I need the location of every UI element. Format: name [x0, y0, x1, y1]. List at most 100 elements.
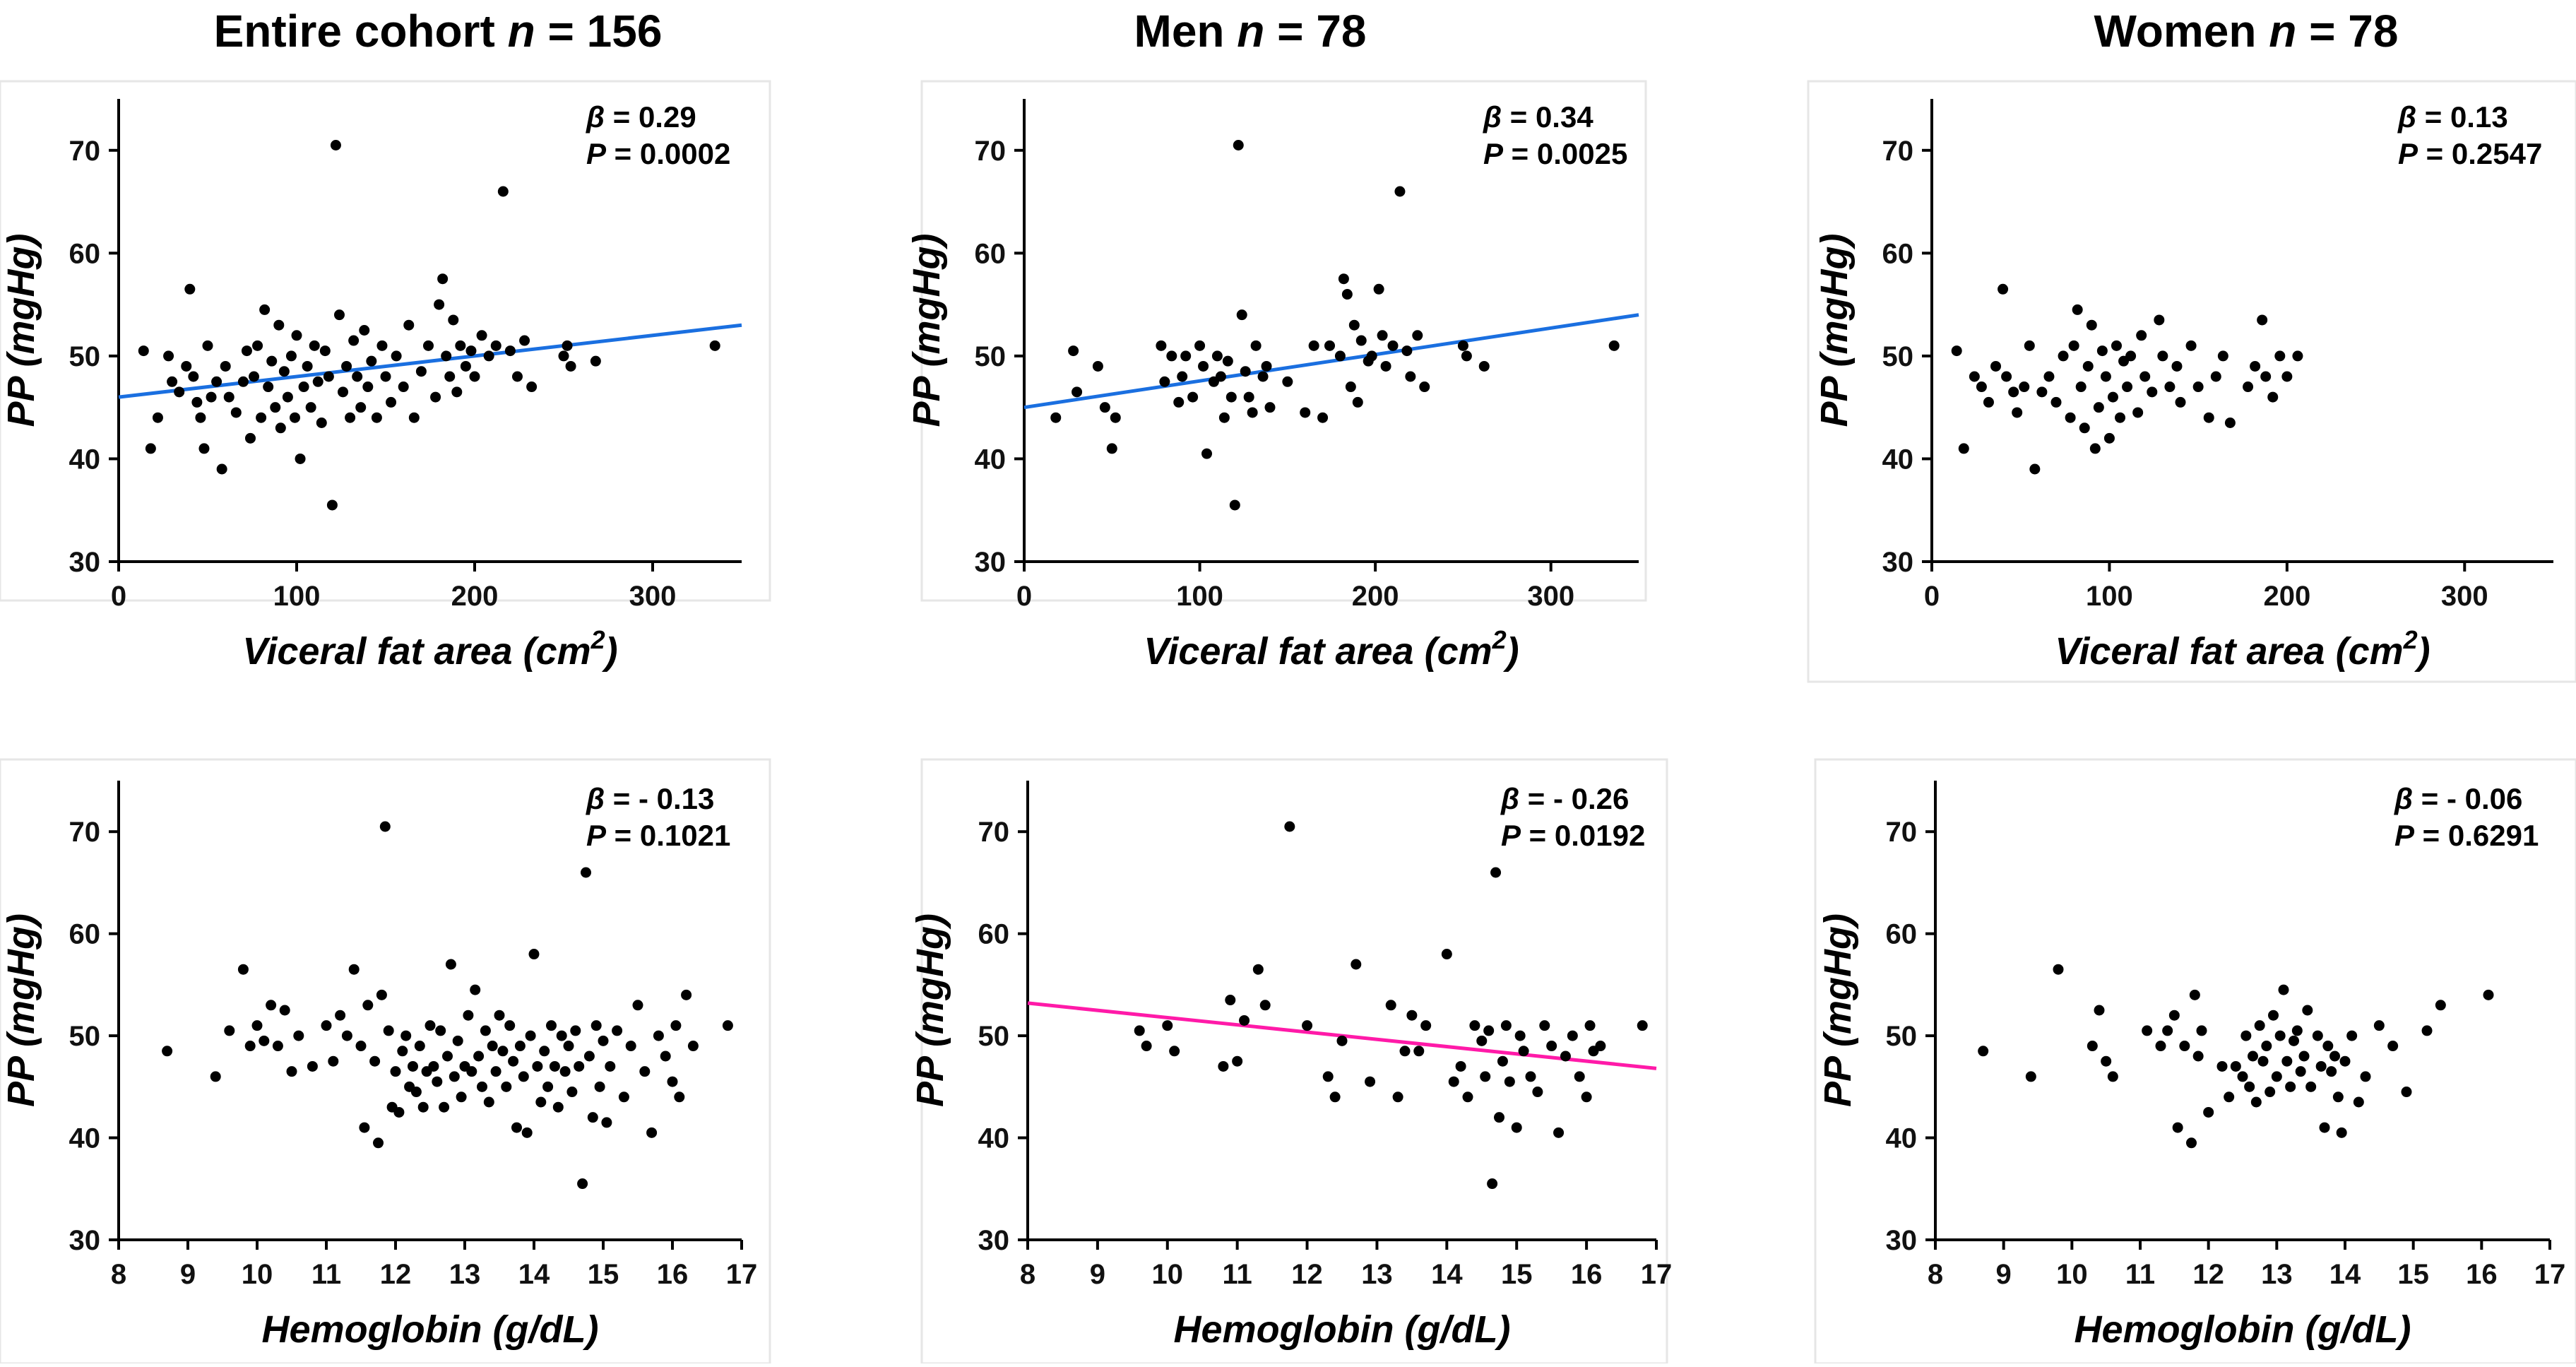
data-point	[511, 371, 523, 382]
x-axis-label: Viceral fat area (cm2)	[1144, 625, 1519, 673]
data-point	[2312, 1030, 2323, 1041]
y-axis-label-main: PP	[0, 1047, 42, 1107]
data-point	[298, 381, 309, 393]
data-point	[2065, 412, 2076, 423]
data-point	[376, 340, 388, 351]
stat-beta-symbol: β	[1500, 782, 1519, 815]
data-point	[1494, 1112, 1504, 1123]
data-point	[476, 330, 487, 341]
stat-beta: β = 0.29	[586, 100, 696, 134]
data-point	[2107, 1071, 2118, 1082]
stat-p: P = 0.2547	[2398, 137, 2542, 170]
stat-p: P = 0.6291	[2394, 819, 2539, 852]
stat-p-symbol: P	[586, 137, 607, 170]
y-tick-label: 50	[1886, 1021, 1918, 1052]
data-point	[1201, 448, 1213, 459]
data-point	[1483, 1025, 1495, 1036]
data-point	[2154, 314, 2165, 326]
data-point	[1247, 407, 1258, 418]
x-tick-label: 15	[2397, 1259, 2429, 1290]
data-point	[312, 376, 324, 387]
data-point	[430, 391, 441, 403]
y-axis-label: PP (mgHg)	[1813, 234, 1856, 427]
data-point	[590, 1020, 602, 1031]
y-tick-label: 50	[69, 341, 101, 372]
data-point	[1243, 391, 1254, 403]
data-point	[1958, 443, 1969, 454]
data-point	[330, 140, 341, 150]
data-point	[428, 1060, 439, 1072]
data-point	[1976, 381, 1987, 393]
scatter-panel: 30 40 50 60 70 8 9 10 11 12 13 14 15 16 17 Hemoglobin (…	[1814, 758, 2576, 1365]
y-axis-label-main: PP	[0, 367, 42, 427]
data-point	[1099, 402, 1110, 413]
data-point	[1998, 283, 2009, 295]
stat-p-symbol: P	[1501, 819, 1521, 852]
data-point	[437, 273, 449, 285]
stat-beta-value: = 0.29	[605, 100, 696, 134]
x-tick-label: 11	[311, 1259, 341, 1290]
data-point	[2189, 989, 2200, 1000]
x-tick-label: 11	[1223, 1259, 1252, 1290]
data-point	[266, 355, 278, 367]
data-point	[546, 1020, 557, 1031]
data-point	[174, 386, 185, 398]
x-tick-label: 10	[1152, 1259, 1184, 1290]
data-point	[223, 391, 235, 403]
data-point	[275, 422, 286, 434]
data-point	[618, 1091, 629, 1103]
data-point	[559, 1066, 571, 1077]
x-axis-label: Hemoglobin (g/dL)	[1174, 1308, 1511, 1351]
data-point	[2315, 1060, 2327, 1072]
column-header-n-value: = 78	[1264, 6, 1366, 57]
data-point	[504, 345, 516, 357]
data-point	[2305, 1081, 2317, 1092]
data-point	[2019, 381, 2030, 393]
data-point	[309, 340, 320, 351]
data-point	[380, 371, 391, 382]
data-point	[2278, 984, 2289, 995]
data-point	[2281, 371, 2293, 382]
data-point	[451, 386, 463, 398]
data-point	[1462, 1091, 1473, 1103]
data-point	[414, 1041, 425, 1052]
data-point	[1355, 335, 1367, 346]
data-point	[285, 350, 297, 362]
data-point	[362, 381, 374, 393]
data-point	[259, 1035, 270, 1046]
x-tick-label: 9	[1090, 1259, 1105, 1290]
data-point	[2237, 1071, 2248, 1082]
x-tick-label: 300	[629, 581, 677, 612]
x-tick-label: 15	[588, 1259, 619, 1290]
y-tick-label: 40	[975, 444, 1007, 475]
data-point	[681, 989, 692, 1000]
data-point	[1261, 360, 1272, 372]
stat-p-value: = 0.0002	[606, 137, 730, 170]
data-point	[362, 1000, 374, 1011]
data-point	[452, 1035, 463, 1046]
data-point	[1595, 1041, 1606, 1052]
panel-frame	[1807, 80, 2576, 683]
y-axis-label: PP (mgHg)	[1817, 913, 1859, 1107]
data-point	[521, 1127, 533, 1138]
data-point	[2401, 1087, 2412, 1098]
data-point	[1553, 1127, 1565, 1138]
data-point	[335, 1010, 346, 1021]
data-point	[2224, 1091, 2235, 1103]
data-point	[1302, 1020, 1313, 1031]
data-point	[1141, 1041, 1152, 1052]
data-point	[2332, 1091, 2344, 1103]
data-point	[2172, 1122, 2183, 1133]
y-tick-label: 60	[69, 238, 101, 269]
data-point	[2291, 1025, 2303, 1036]
data-point	[456, 1091, 467, 1103]
data-point	[670, 1020, 682, 1031]
y-axis-label-main: PP	[906, 367, 948, 427]
data-point	[1351, 959, 1362, 970]
data-point	[2139, 371, 2151, 382]
data-point	[2036, 386, 2048, 398]
data-point	[210, 1071, 221, 1082]
data-point	[403, 319, 415, 331]
data-point	[2079, 422, 2090, 434]
data-point	[224, 1025, 235, 1036]
